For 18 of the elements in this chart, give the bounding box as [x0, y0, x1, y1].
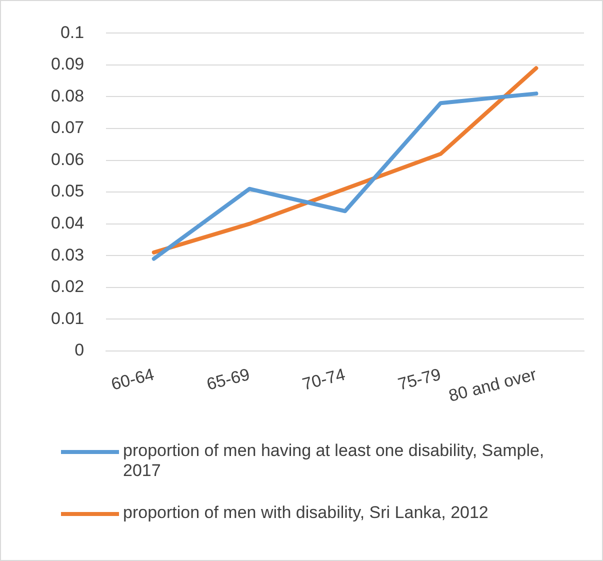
y-tick-label: 0.06 [50, 150, 84, 169]
x-tick-label: 75-79 [396, 364, 443, 394]
y-tick-label: 0.07 [50, 118, 84, 138]
x-tick-label: 80 and over [446, 364, 539, 406]
y-tick-label: 0.02 [50, 277, 84, 296]
y-tick-label: 0.01 [50, 308, 84, 328]
y-tick-label: 0.1 [60, 22, 84, 42]
y-tick-label: 0.09 [50, 54, 84, 74]
x-tick-label: 70-74 [300, 364, 348, 394]
legend-label: proportion of men with disability, Sri Lanka, 2012 [123, 503, 488, 523]
y-tick-label: 0.08 [50, 86, 84, 106]
legend-label: proportion of men having at least one disability, Sample, 2017 [123, 441, 546, 481]
y-tick-label: 0 [74, 340, 84, 360]
x-tick-label: 65-69 [204, 364, 252, 394]
y-tick-label: 0.04 [50, 214, 84, 233]
x-tick-label: 60-64 [109, 364, 156, 394]
y-tick-label: 0.05 [50, 182, 84, 201]
y-tick-label: 0.03 [50, 245, 84, 264]
